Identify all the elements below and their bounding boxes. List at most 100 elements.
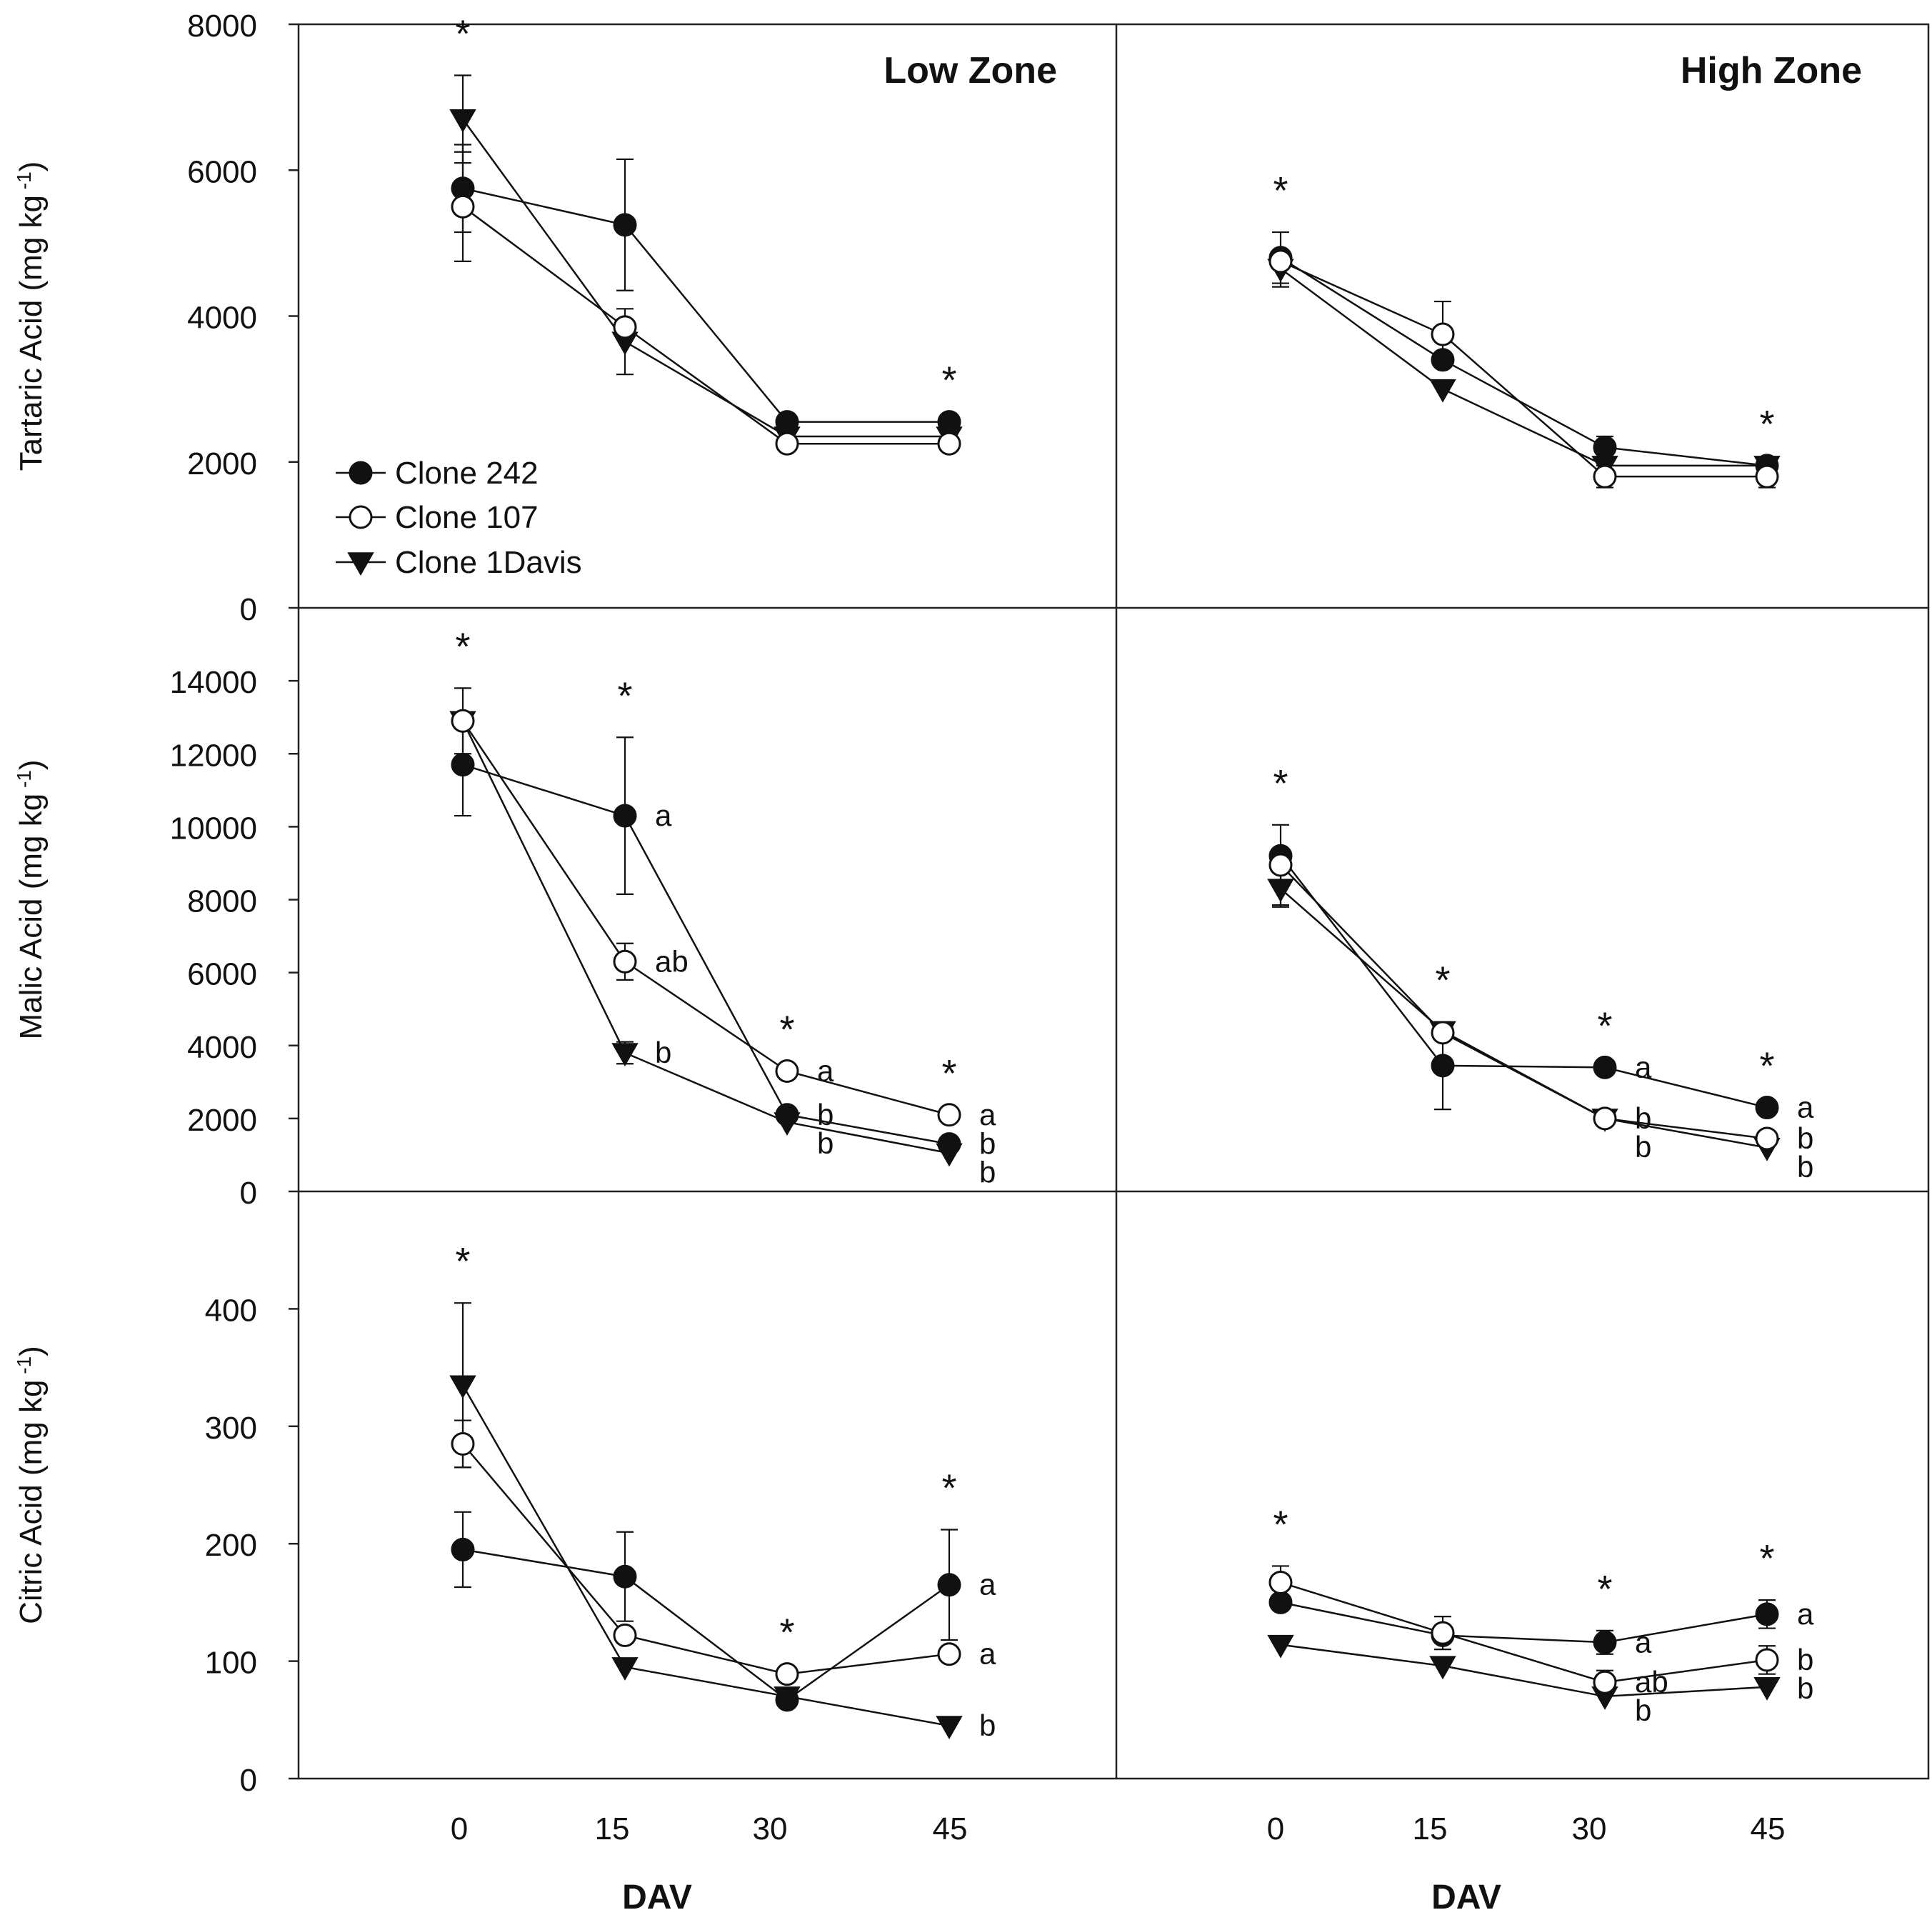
significance-star: * bbox=[941, 359, 956, 402]
marker-c107 bbox=[1755, 1126, 1779, 1151]
marker-c107 bbox=[1268, 853, 1293, 877]
significance-letter: a bbox=[655, 799, 672, 832]
series-line-c242 bbox=[1280, 256, 1768, 467]
significance-letter: b bbox=[817, 1126, 834, 1160]
significance-letter: b bbox=[655, 1036, 671, 1069]
marker-c107 bbox=[1755, 464, 1779, 489]
marker-c107 bbox=[775, 1059, 799, 1083]
marker-c1d bbox=[1429, 1656, 1456, 1680]
y-axis-label: Citric Acid (mg kg -1) bbox=[13, 1346, 49, 1624]
x-tick-label: 0 bbox=[451, 1811, 468, 1846]
significance-star: * bbox=[941, 1466, 956, 1509]
marker-c1d bbox=[611, 1657, 639, 1681]
marker-c107 bbox=[1755, 1648, 1779, 1672]
marker-c242 bbox=[1268, 1590, 1293, 1614]
y-tick-label: 100 bbox=[205, 1646, 257, 1681]
significance-star: * bbox=[1273, 169, 1288, 212]
y-tick-label: 14000 bbox=[170, 665, 257, 700]
series-line-c1d bbox=[461, 1384, 950, 1727]
y-tick-label: 0 bbox=[240, 1763, 257, 1798]
marker-c107 bbox=[1593, 1106, 1617, 1131]
significance-letter: b bbox=[1635, 1694, 1651, 1727]
significance-star: * bbox=[1759, 1537, 1774, 1580]
legend-label: Clone 1Davis bbox=[395, 545, 582, 580]
significance-letter: b bbox=[1797, 1150, 1813, 1184]
zone-title-low: Low Zone bbox=[884, 50, 1057, 91]
series-line-c242 bbox=[462, 764, 950, 1145]
x-tick-label: 45 bbox=[933, 1811, 968, 1846]
marker-c242 bbox=[613, 1564, 637, 1589]
marker-c242 bbox=[937, 410, 961, 434]
marker-c1d bbox=[449, 1375, 476, 1399]
marker-c242 bbox=[1593, 1630, 1617, 1654]
series-line-c1d bbox=[1280, 268, 1767, 467]
y-tick-label: 4000 bbox=[187, 301, 257, 336]
y-tick-label: 10000 bbox=[170, 811, 257, 846]
y-axis-label: Malic Acid (mg kg -1) bbox=[13, 759, 49, 1039]
y-tick-label: 6000 bbox=[187, 957, 257, 992]
significance-letter: a bbox=[1797, 1597, 1814, 1631]
series-line-c107 bbox=[461, 720, 950, 1116]
significance-star: * bbox=[455, 12, 470, 55]
significance-star: * bbox=[1597, 1568, 1612, 1611]
significance-letter: a bbox=[1635, 1050, 1652, 1084]
marker-c107 bbox=[1268, 1570, 1293, 1594]
significance-letter: a bbox=[1797, 1091, 1814, 1124]
x-axis-label: DAV bbox=[622, 1879, 692, 1915]
marker-c242 bbox=[1755, 1096, 1779, 1120]
marker-c242 bbox=[1431, 348, 1455, 372]
significance-letter: b bbox=[979, 1127, 996, 1161]
legend-marker-c1d bbox=[347, 552, 374, 576]
y-tick-label: 6000 bbox=[187, 154, 257, 189]
significance-star: * bbox=[1759, 403, 1774, 446]
significance-letter: a bbox=[817, 1054, 834, 1087]
significance-letter: b bbox=[1797, 1643, 1813, 1676]
y-tick-label: 300 bbox=[205, 1411, 257, 1446]
x-tick-label: 0 bbox=[1267, 1811, 1284, 1846]
marker-c107 bbox=[1268, 249, 1293, 274]
significance-letter: b bbox=[1635, 1130, 1651, 1164]
marker-c242 bbox=[1593, 435, 1617, 459]
marker-c242 bbox=[1431, 1054, 1455, 1078]
marker-c107 bbox=[1593, 1670, 1617, 1694]
zone-title-high: High Zone bbox=[1681, 50, 1862, 91]
panel-high-row1 bbox=[1272, 231, 1776, 489]
marker-c107 bbox=[937, 431, 961, 456]
marker-c242 bbox=[1593, 1055, 1617, 1079]
significance-letter: b bbox=[817, 1098, 834, 1131]
significance-letter: a bbox=[979, 1637, 996, 1671]
significance-star: * bbox=[1759, 1045, 1774, 1088]
series-line-c242 bbox=[462, 1549, 950, 1701]
marker-c107 bbox=[1431, 1021, 1455, 1045]
legend-label: Clone 242 bbox=[395, 456, 539, 491]
marker-c1d bbox=[449, 109, 476, 133]
marker-c107 bbox=[451, 194, 475, 219]
marker-c1d bbox=[611, 1043, 639, 1066]
y-tick-label: 0 bbox=[240, 592, 257, 627]
panel-low-row1 bbox=[454, 74, 949, 445]
marker-c107 bbox=[613, 949, 637, 974]
significance-star: * bbox=[455, 625, 470, 668]
legend-label: Clone 107 bbox=[395, 500, 539, 535]
series-line-c107 bbox=[462, 1443, 950, 1675]
series-line-c242 bbox=[1280, 855, 1768, 1109]
series-line-c107 bbox=[1280, 260, 1767, 478]
legend-marker-c242 bbox=[349, 461, 373, 485]
x-tick-label: 30 bbox=[753, 1811, 788, 1846]
x-tick-label: 15 bbox=[1413, 1811, 1448, 1846]
significance-star: * bbox=[1597, 1004, 1612, 1047]
marker-c242 bbox=[937, 1573, 961, 1597]
significance-letter: a bbox=[1635, 1625, 1652, 1659]
significance-letter: b bbox=[1635, 1101, 1651, 1135]
series-line-c1d bbox=[1280, 1644, 1768, 1698]
significance-star: * bbox=[1273, 1503, 1288, 1546]
marker-c242 bbox=[775, 1688, 799, 1712]
marker-c107 bbox=[1431, 322, 1455, 346]
marker-c242 bbox=[451, 1537, 475, 1561]
significance-letter: ab bbox=[1635, 1665, 1668, 1699]
y-tick-label: 4000 bbox=[187, 1030, 257, 1065]
significance-letter: a bbox=[979, 1098, 996, 1131]
y-tick-label: 12000 bbox=[170, 738, 257, 773]
significance-letter: ab bbox=[655, 944, 689, 978]
